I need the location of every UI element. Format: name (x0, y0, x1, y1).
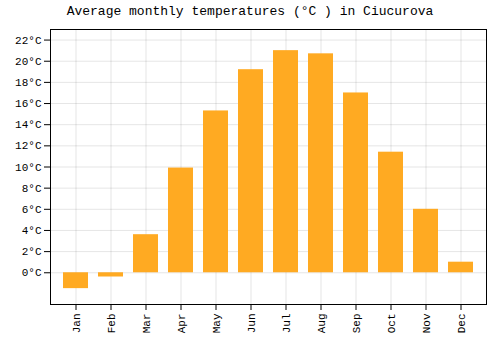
svg-text:Jun: Jun (246, 314, 258, 334)
html-text:Average monthly temperatures (: Average monthly temperatures (°C ) in Ci… (66, 4, 434, 19)
svg-text:Dec: Dec (456, 314, 468, 334)
svg-text:4°C: 4°C (22, 225, 42, 237)
svg-text:May: May (211, 313, 223, 333)
svg-text:Apr: Apr (176, 314, 188, 334)
svg-text:14°C: 14°C (15, 119, 42, 131)
svg-text:Oct: Oct (386, 314, 398, 334)
svg-text:Feb: Feb (106, 314, 118, 334)
svg-text:20°C: 20°C (15, 56, 42, 68)
svg-text:6°C: 6°C (22, 204, 42, 216)
svg-text:Jul: Jul (281, 314, 293, 334)
svg-text:Sep: Sep (351, 314, 363, 334)
svg-text:12°C: 12°C (15, 140, 42, 152)
svg-text:10°C: 10°C (15, 162, 42, 174)
svg-text:18°C: 18°C (15, 77, 42, 89)
svg-text:8°C: 8°C (22, 183, 42, 195)
svg-text:22°C: 22°C (15, 35, 42, 47)
svg-text:0°C: 0°C (22, 267, 42, 279)
svg-text:16°C: 16°C (15, 98, 42, 110)
svg-text:Mar: Mar (141, 314, 153, 334)
svg-text:Aug: Aug (316, 314, 328, 334)
svg-text:Nov: Nov (421, 313, 433, 333)
svg-text:Jan: Jan (71, 314, 83, 334)
svg-text:2°C: 2°C (22, 246, 42, 258)
